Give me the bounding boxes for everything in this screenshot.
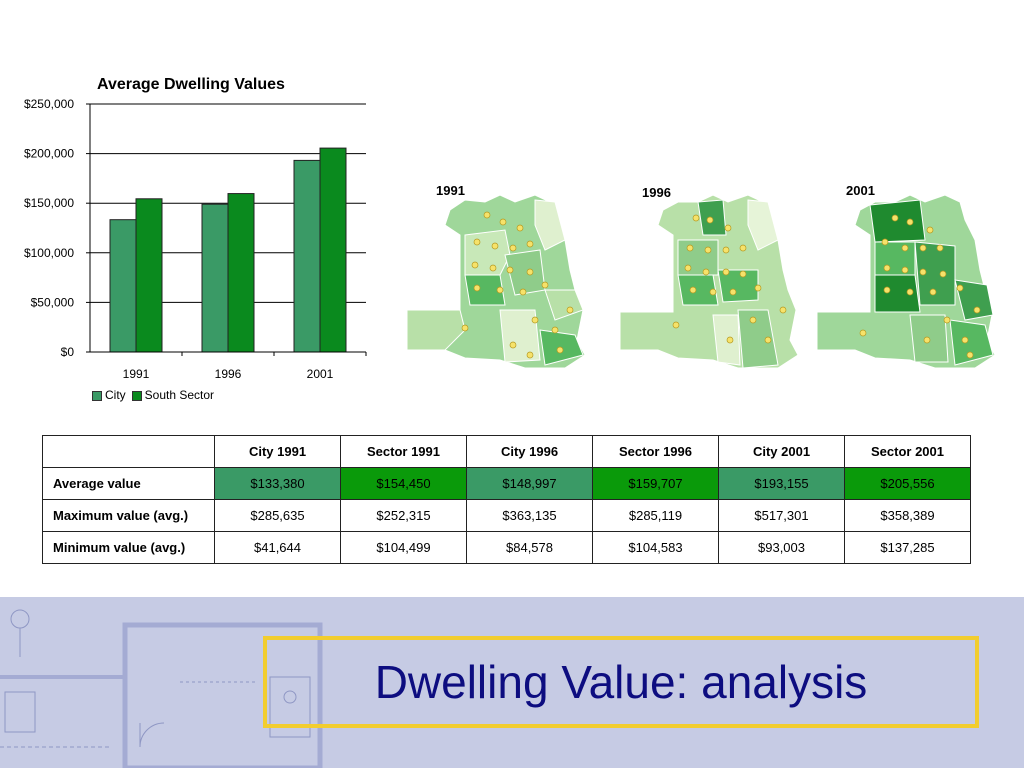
y-tick-label: $250,000 bbox=[24, 97, 74, 111]
y-tick-label: $100,000 bbox=[24, 246, 74, 260]
dwelling-value-table: City 1991 Sector 1991 City 1996 Sector 1… bbox=[42, 435, 971, 564]
x-tick-label: 1996 bbox=[215, 367, 242, 381]
table-header-sector-2001: Sector 2001 bbox=[844, 435, 971, 468]
y-tick-label: $50,000 bbox=[31, 295, 75, 309]
row-label: Minimum value (avg.) bbox=[42, 531, 215, 564]
legend-item-city: City bbox=[92, 388, 126, 402]
y-tick-label: $0 bbox=[61, 345, 75, 359]
table-cell: $104,499 bbox=[340, 531, 467, 564]
table-cell: $363,135 bbox=[466, 499, 593, 532]
legend-item-south-sector: South Sector bbox=[131, 388, 214, 402]
y-tick-label: $150,000 bbox=[24, 196, 74, 210]
table-header-city-1991: City 1991 bbox=[214, 435, 341, 468]
map-1991: 1991 bbox=[405, 180, 590, 370]
table-row-maximum: Maximum value (avg.) $285,635 $252,315 $… bbox=[42, 499, 971, 532]
table-cell: $104,583 bbox=[592, 531, 719, 564]
footer-band: Dwelling Value: analysis bbox=[0, 597, 1024, 768]
table-cell: $285,635 bbox=[214, 499, 341, 532]
bar-city-1991 bbox=[109, 219, 137, 353]
table-cell: $154,450 bbox=[340, 467, 467, 500]
row-label: Average value bbox=[42, 467, 215, 500]
slide-title: Dwelling Value: analysis bbox=[374, 656, 868, 708]
table-header-city-1996: City 1996 bbox=[466, 435, 593, 468]
table-header-blank bbox=[42, 435, 215, 468]
table-row-average: Average value $133,380 $154,450 $148,997… bbox=[42, 467, 971, 500]
bar-south-sector-1991 bbox=[135, 198, 163, 353]
table-cell: $285,119 bbox=[592, 499, 719, 532]
row-label: Maximum value (avg.) bbox=[42, 499, 215, 532]
table-cell: $205,556 bbox=[844, 467, 971, 500]
table-cell: $133,380 bbox=[214, 467, 341, 500]
x-tick-label: 2001 bbox=[307, 367, 334, 381]
table-cell: $93,003 bbox=[718, 531, 845, 564]
bar-south-sector-2001 bbox=[319, 147, 347, 353]
chart-title: Average Dwelling Values bbox=[97, 76, 285, 93]
table-cell: $193,155 bbox=[718, 467, 845, 500]
table-cell: $137,285 bbox=[844, 531, 971, 564]
table-header-sector-1996: Sector 1996 bbox=[592, 435, 719, 468]
bar-chart: Average Dwelling Values $0 $50,000 $100,00… bbox=[0, 70, 380, 410]
x-tick-label: 1991 bbox=[123, 367, 150, 381]
chart-legend: City South Sector bbox=[92, 388, 214, 402]
table-cell: $148,997 bbox=[466, 467, 593, 500]
map-label-2001: 2001 bbox=[846, 183, 875, 198]
map-2001: 2001 bbox=[815, 180, 1000, 370]
map-2001-graphic bbox=[816, 194, 996, 369]
table-cell: $358,389 bbox=[844, 499, 971, 532]
table-cell: $517,301 bbox=[718, 499, 845, 532]
table-header-row: City 1991 Sector 1991 City 1996 Sector 1… bbox=[42, 435, 971, 468]
bar-city-2001 bbox=[293, 159, 321, 353]
table-row-minimum: Minimum value (avg.) $41,644 $104,499 $8… bbox=[42, 531, 971, 564]
map-1996: 1996 bbox=[618, 180, 803, 370]
map-label-1991: 1991 bbox=[436, 183, 465, 198]
bar-city-1996 bbox=[201, 203, 229, 353]
table-cell: $84,578 bbox=[466, 531, 593, 564]
map-label-1996: 1996 bbox=[642, 185, 671, 200]
table-cell: $159,707 bbox=[592, 467, 719, 500]
table-header-sector-1991: Sector 1991 bbox=[340, 435, 467, 468]
table-header-city-2001: City 2001 bbox=[718, 435, 845, 468]
map-1991-graphic bbox=[406, 194, 586, 369]
chart-svg: $0 $50,000 $100,000 $150,000 $200,000 $250,00… bbox=[24, 97, 367, 381]
table-cell: $41,644 bbox=[214, 531, 341, 564]
bar-south-sector-1996 bbox=[227, 193, 255, 353]
slide-title-box: Dwelling Value: analysis bbox=[263, 636, 979, 728]
map-1996-graphic bbox=[619, 194, 799, 369]
table-cell: $252,315 bbox=[340, 499, 467, 532]
blueprint-illustration bbox=[0, 609, 323, 768]
y-tick-label: $200,000 bbox=[24, 147, 74, 161]
